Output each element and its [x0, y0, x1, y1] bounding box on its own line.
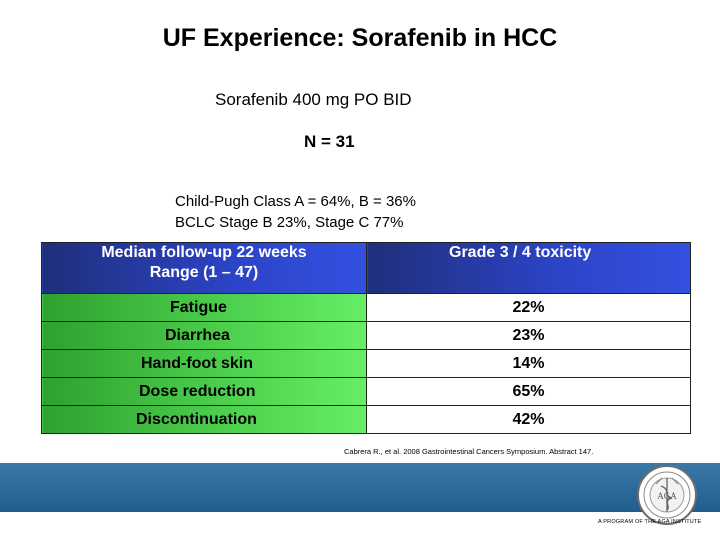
- row-label-text: Discontinuation: [136, 410, 257, 428]
- row-label-text: Dose reduction: [139, 382, 256, 400]
- table-row: Dose reduction 65%: [41, 377, 691, 406]
- row-label: Discontinuation: [41, 405, 367, 434]
- row-value: 42%: [366, 405, 691, 434]
- dose-line: Sorafenib 400 mg PO BID: [215, 90, 412, 109]
- table-row: Hand-foot skin 14%: [41, 349, 691, 378]
- header-toxicity: Grade 3 / 4 toxicity: [366, 242, 691, 294]
- row-value: 23%: [366, 321, 691, 350]
- seal-caption: A PROGRAM OF THE AGA INSTITUTE: [598, 519, 702, 525]
- slide-title: UF Experience: Sorafenib in HCC: [162, 24, 558, 52]
- child-pugh-line: Child-Pugh Class A = 64%, B = 36%: [175, 193, 416, 210]
- row-label-text: Hand-foot skin: [141, 354, 253, 372]
- header-follow-up-line1: Median follow-up 22 weeks: [101, 244, 307, 261]
- row-value: 22%: [366, 293, 691, 322]
- table-row: Fatigue 22%: [41, 293, 691, 322]
- row-label: Fatigue: [41, 293, 367, 322]
- aga-seal-icon: AGA: [637, 465, 697, 525]
- table-row: Discontinuation 42%: [41, 405, 691, 434]
- row-label: Hand-foot skin: [41, 349, 367, 378]
- header-follow-up: Median follow-up 22 weeks Range (1 – 47): [41, 242, 367, 294]
- sample-size: N = 31: [304, 132, 355, 151]
- patient-characteristics: Child-Pugh Class A = 64%, B = 36% BCLC S…: [175, 191, 416, 233]
- row-label-text: Fatigue: [170, 298, 227, 316]
- toxicity-table: Median follow-up 22 weeks Range (1 – 47)…: [41, 242, 691, 434]
- bclc-line: BCLC Stage B 23%, Stage C 77%: [175, 214, 404, 231]
- row-label: Dose reduction: [41, 377, 367, 406]
- footer-band: [0, 463, 720, 512]
- row-value: 65%: [366, 377, 691, 406]
- row-label-text: Diarrhea: [165, 326, 230, 344]
- header-follow-up-line2: Range (1 – 47): [149, 264, 259, 281]
- svg-text:AGA: AGA: [657, 491, 677, 501]
- row-label: Diarrhea: [41, 321, 367, 350]
- table-header-row: Median follow-up 22 weeks Range (1 – 47)…: [41, 242, 691, 294]
- citation: Cabrera R., et al. 2008 Gastrointestinal…: [344, 447, 594, 456]
- table-row: Diarrhea 23%: [41, 321, 691, 350]
- row-value: 14%: [366, 349, 691, 378]
